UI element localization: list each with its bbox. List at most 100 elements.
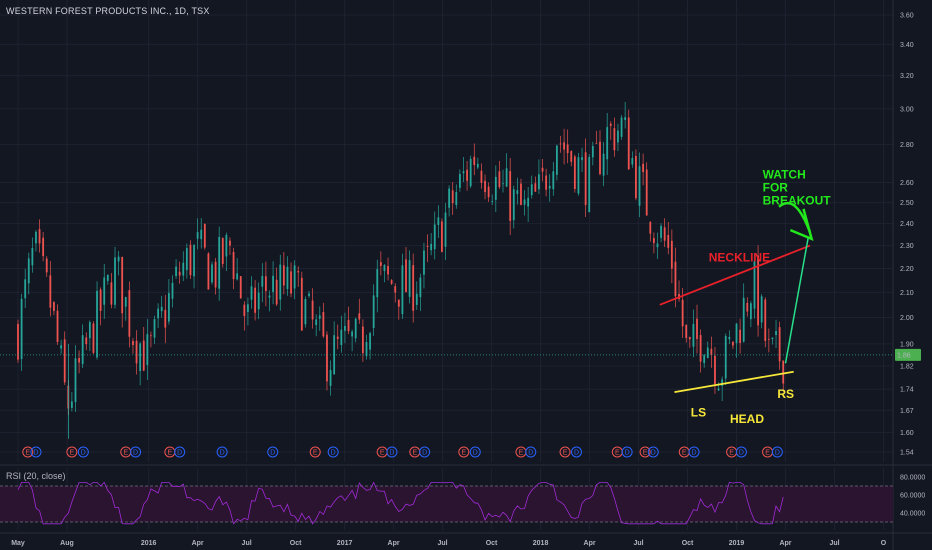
time-tick-label: Oct — [682, 540, 694, 547]
time-tick-label: Oct — [290, 540, 302, 547]
candle-body — [484, 180, 486, 193]
price-tick-label: 3.60 — [900, 13, 914, 20]
earnings-event-icon[interactable] — [66, 446, 78, 458]
candle-body — [361, 326, 364, 354]
dividend-event-icon[interactable] — [469, 446, 481, 458]
candle-body — [620, 117, 623, 137]
dividend-event-icon[interactable] — [386, 446, 398, 458]
support-line — [674, 370, 794, 394]
candle-body — [53, 302, 55, 311]
candle-body — [247, 304, 249, 313]
event-marker-letter: D — [651, 450, 656, 457]
candle-body — [627, 117, 630, 170]
event-marker-letter: E — [313, 450, 318, 457]
price-tick-label: 2.30 — [900, 243, 914, 250]
earnings-event-icon[interactable] — [559, 446, 571, 458]
candle-body — [663, 227, 666, 241]
candle-body — [670, 240, 673, 269]
candle-body — [38, 229, 41, 244]
dividend-event-icon[interactable] — [216, 446, 228, 458]
candle-body — [476, 163, 479, 168]
time-tick-label: 2018 — [533, 540, 549, 547]
candle-body — [685, 324, 688, 339]
candle-body — [17, 324, 19, 360]
chart-title: WESTERN FOREST PRODUCTS INC., 1D, TSX — [6, 6, 210, 16]
candle-body — [49, 275, 52, 308]
earnings-event-icon[interactable] — [309, 446, 321, 458]
candle-body — [189, 244, 192, 276]
event-marker-letter: D — [739, 450, 744, 457]
candle-body — [229, 240, 231, 246]
dividend-event-icon[interactable] — [771, 446, 783, 458]
earnings-event-icon[interactable] — [639, 446, 651, 458]
candle-body — [351, 331, 354, 337]
candle-body — [505, 168, 508, 187]
candle-body — [649, 221, 652, 234]
candle-body — [559, 143, 562, 145]
candle-body — [153, 319, 156, 338]
earnings-event-icon[interactable] — [458, 446, 470, 458]
candle-body — [264, 276, 267, 292]
candle-body — [293, 265, 296, 289]
event-marker-letter: D — [692, 450, 697, 457]
dividend-event-icon[interactable] — [621, 446, 633, 458]
time-tick-label: 2017 — [337, 540, 353, 547]
time-tick-label: Oct — [486, 540, 498, 547]
candle-body — [415, 293, 418, 305]
candle-body — [642, 163, 645, 173]
candle-body — [394, 286, 397, 293]
candle-body — [520, 183, 522, 205]
candle-body — [739, 329, 742, 343]
dividend-event-icon[interactable] — [735, 446, 747, 458]
current-price-label-bg — [895, 348, 921, 361]
dividend-event-icon[interactable] — [525, 446, 537, 458]
candle-body — [78, 358, 80, 363]
dividend-event-icon[interactable] — [30, 446, 42, 458]
event-marker-letter: D — [625, 450, 630, 457]
candle-body — [45, 258, 48, 273]
candle-body — [121, 256, 124, 314]
candle-body — [451, 190, 454, 204]
dividend-event-icon[interactable] — [419, 446, 431, 458]
candle-body — [458, 173, 461, 188]
neckline-label: NECKLINE — [709, 250, 770, 264]
candle-body — [606, 127, 609, 160]
neckline-line — [659, 244, 811, 306]
dividend-event-icon[interactable] — [688, 446, 700, 458]
time-tick-label: Apr — [388, 540, 400, 547]
price-tick-label: 3.20 — [900, 73, 914, 80]
candle-body — [419, 277, 422, 298]
event-marker-letter: D — [331, 450, 336, 457]
dividend-event-icon[interactable] — [267, 446, 279, 458]
candle-body — [767, 338, 770, 340]
candle-body — [494, 176, 497, 200]
dividend-event-icon[interactable] — [130, 446, 142, 458]
candle-body — [318, 315, 321, 319]
dividend-event-icon[interactable] — [327, 446, 339, 458]
candle-body — [297, 271, 300, 273]
dividend-event-icon[interactable] — [77, 446, 89, 458]
price-tick-label: 1.60 — [900, 430, 914, 437]
dividend-event-icon[interactable] — [174, 446, 186, 458]
candle-body — [714, 355, 716, 385]
candle-body — [573, 156, 576, 189]
dividend-event-icon[interactable] — [647, 446, 659, 458]
candle-body — [376, 269, 379, 298]
price-tick-label: 1.74 — [900, 387, 914, 394]
candle-body — [552, 171, 555, 190]
candle-body — [595, 142, 598, 144]
candle-body — [656, 243, 659, 248]
candle-body — [56, 310, 59, 342]
candle-body — [487, 186, 490, 198]
earnings-event-icon[interactable] — [22, 446, 34, 458]
candle-body — [692, 324, 695, 347]
candle-body — [329, 369, 332, 386]
dividend-event-icon[interactable] — [570, 446, 582, 458]
candle-body — [512, 189, 515, 221]
candle-body — [577, 157, 580, 194]
candle-body — [142, 340, 145, 371]
event-marker-letter: E — [70, 450, 75, 457]
candle-body — [150, 335, 152, 337]
